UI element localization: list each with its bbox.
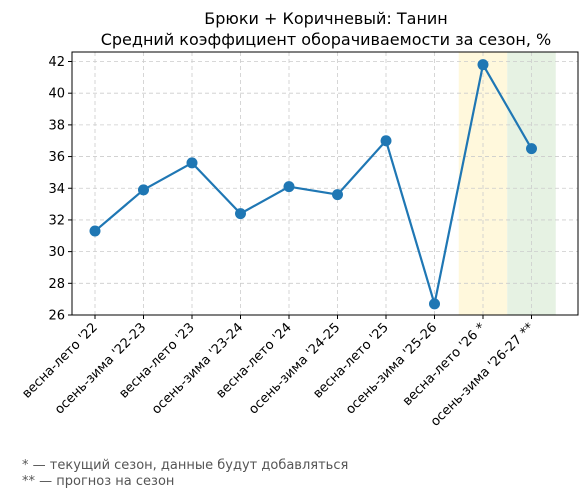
data-point-6 [380, 135, 392, 147]
y-tick-label-6: 38 [48, 118, 65, 133]
grid [72, 52, 578, 316]
x-tick-label-3: осень-зима '23-24 [149, 320, 246, 417]
y-tick-label-7: 40 [48, 87, 65, 102]
y-tick-label-0: 26 [48, 309, 65, 324]
data-point-2 [186, 157, 198, 169]
data-point-7 [429, 298, 440, 310]
data-point-4 [283, 181, 295, 193]
y-tick-label-1: 28 [48, 277, 65, 292]
y-tick-label-8: 42 [48, 55, 65, 70]
y-tick-label-2: 30 [48, 245, 65, 260]
x-tick-label-1: осень-зима '22-23 [52, 320, 149, 417]
y-tick-label-4: 34 [48, 182, 65, 197]
plot-frame [71, 51, 579, 316]
series-line-0 [94, 63, 533, 306]
y-tick-label-5: 36 [48, 150, 65, 165]
footnote-current-season: * — текущий сезон, данные будут добавлят… [22, 458, 348, 473]
highlight-bands [458, 52, 556, 315]
data-point-9 [526, 143, 537, 155]
data-point-1 [138, 184, 149, 196]
x-tick-label-8: весна-лето '26 * [400, 320, 489, 409]
chart-subtitle: Средний коэффициент оборачиваемости за с… [101, 30, 552, 49]
x-tick-label-7: осень-зима '25-26 [343, 320, 440, 417]
data-point-0 [89, 225, 101, 237]
highlight-band-1 [507, 52, 556, 315]
highlight-band-0 [458, 52, 508, 315]
y-axis: 26 28 30 32 34 36 38 40 42 [48, 55, 72, 324]
series [89, 59, 537, 310]
y-tick-label-3: 32 [48, 213, 65, 228]
chart-title: Брюки + Коричневый: Танин [204, 9, 448, 28]
data-point-5 [332, 189, 343, 201]
data-point-8 [477, 59, 489, 71]
x-tick-label-5: осень-зима '24-25 [246, 320, 343, 417]
data-point-3 [235, 208, 246, 220]
footnote-forecast: ** — прогноз на сезон [22, 474, 174, 489]
